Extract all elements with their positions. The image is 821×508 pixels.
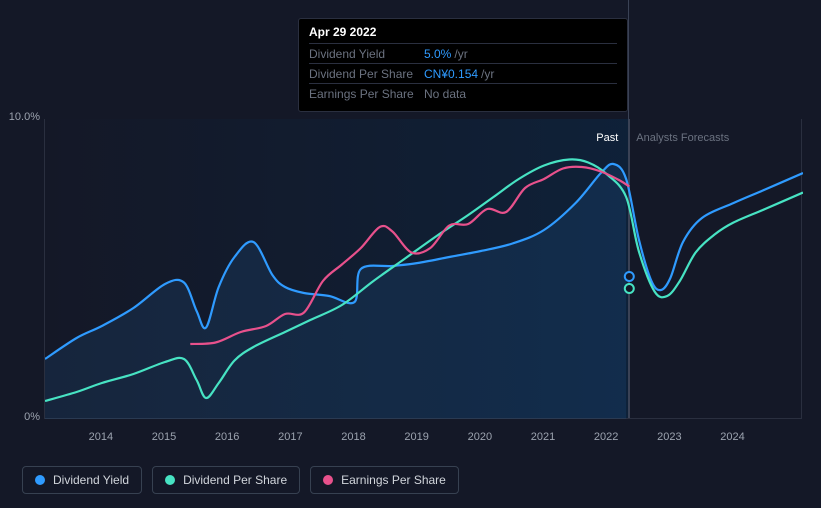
tooltip-rows: Dividend Yield5.0%/yrDividend Per ShareC…	[309, 43, 617, 103]
plot-area[interactable]	[44, 119, 802, 419]
x-axis-label: 2019	[404, 431, 428, 443]
x-axis-label: 2014	[89, 431, 113, 443]
tooltip-row-value: No data	[424, 87, 466, 101]
series-area	[45, 164, 626, 419]
tooltip-row: Dividend Yield5.0%/yr	[309, 43, 617, 63]
x-axis-label: 2020	[468, 431, 492, 443]
y-axis-label: 10.0%	[9, 111, 40, 123]
dividend-chart: PastAnalysts Forecasts0%10.0%20142015201…	[22, 98, 802, 458]
legend-item[interactable]: Dividend Yield	[22, 466, 142, 494]
x-axis-label: 2018	[341, 431, 365, 443]
tooltip-row-value: 5.0%	[424, 47, 451, 61]
y-axis-label: 0%	[24, 411, 40, 423]
tooltip-row-label: Dividend Yield	[309, 47, 424, 61]
tooltip-row: Dividend Per ShareCN¥0.154/yr	[309, 63, 617, 83]
region-label-past: Past	[596, 132, 618, 144]
chart-legend: Dividend Yield Dividend Per Share Earnings…	[22, 466, 459, 494]
x-axis-label: 2017	[278, 431, 302, 443]
legend-label: Dividend Yield	[53, 473, 129, 487]
x-axis-label: 2021	[531, 431, 555, 443]
x-axis-label: 2016	[215, 431, 239, 443]
legend-dot-icon	[35, 475, 45, 485]
tooltip-row: Earnings Per ShareNo data	[309, 83, 617, 103]
series-marker	[625, 284, 634, 293]
hover-tooltip: Apr 29 2022 Dividend Yield5.0%/yrDividen…	[298, 18, 628, 112]
tooltip-row-label: Earnings Per Share	[309, 87, 424, 101]
x-axis-label: 2015	[152, 431, 176, 443]
tooltip-row-label: Dividend Per Share	[309, 67, 424, 81]
tooltip-row-unit: /yr	[481, 67, 494, 81]
series-marker	[625, 272, 634, 281]
legend-label: Dividend Per Share	[183, 473, 287, 487]
legend-item[interactable]: Dividend Per Share	[152, 466, 300, 494]
x-axis-label: 2024	[720, 431, 744, 443]
legend-label: Earnings Per Share	[341, 473, 446, 487]
legend-dot-icon	[165, 475, 175, 485]
legend-dot-icon	[323, 475, 333, 485]
tooltip-date: Apr 29 2022	[309, 25, 617, 43]
x-axis-label: 2022	[594, 431, 618, 443]
x-axis-label: 2023	[657, 431, 681, 443]
legend-item[interactable]: Earnings Per Share	[310, 466, 459, 494]
tooltip-row-unit: /yr	[454, 47, 467, 61]
region-label-forecast: Analysts Forecasts	[636, 132, 729, 144]
plot-svg	[45, 119, 803, 419]
tooltip-row-value: CN¥0.154	[424, 67, 478, 81]
